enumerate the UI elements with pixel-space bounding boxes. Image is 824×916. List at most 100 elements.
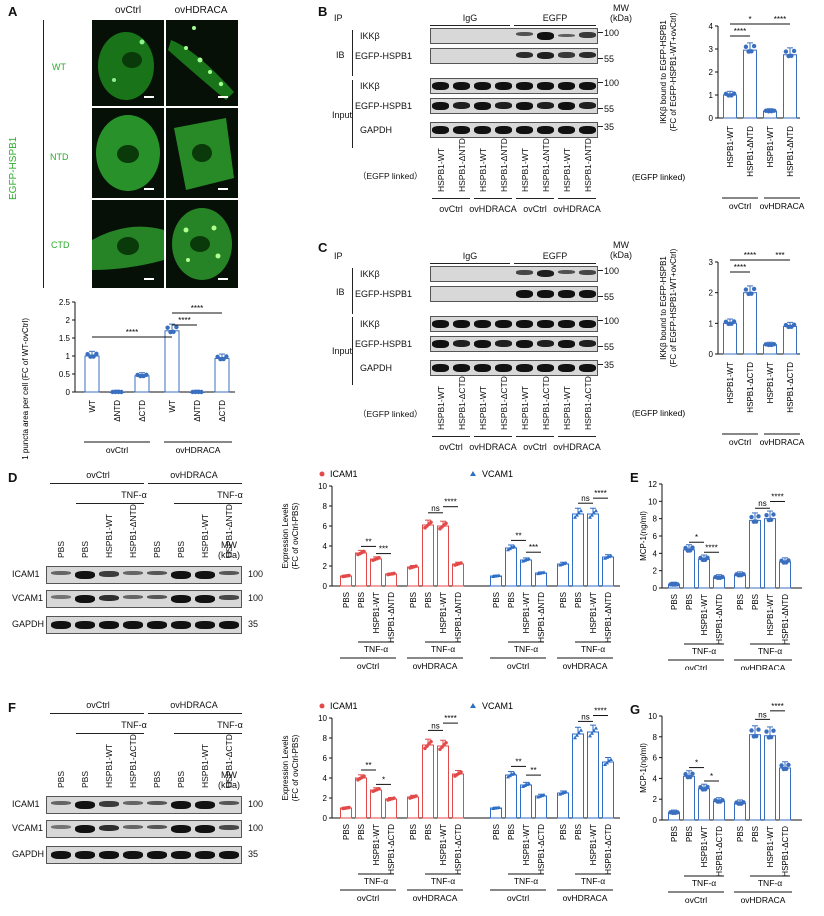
panel-b-mw: MW (kDa) <box>610 3 632 23</box>
blot-band <box>453 320 470 328</box>
bar <box>572 513 584 587</box>
panel-b-letter: B <box>318 4 328 19</box>
bar <box>164 330 180 393</box>
lane-label: HSPB1-ΔCTD <box>499 376 509 430</box>
blot-band <box>495 320 512 328</box>
group-label: ovHDRACA <box>170 470 218 480</box>
tnf-line <box>174 503 242 504</box>
data-point <box>579 728 583 732</box>
x-tick-label: PBS <box>342 592 351 608</box>
x-tick-label: ΔNTD <box>193 400 202 422</box>
x-tick-label: HSPB1-WT <box>589 592 598 633</box>
significance-label: **** <box>774 15 786 24</box>
data-point <box>510 772 514 776</box>
blot-strip <box>430 28 598 44</box>
panel-b-ip: IP <box>334 13 343 23</box>
blot-row-label: GAPDH <box>360 363 393 373</box>
blot-band <box>195 621 215 629</box>
data-point <box>590 513 594 517</box>
blot-band <box>147 571 167 575</box>
significance-label: ns <box>431 504 439 513</box>
y-tick-label: 0 <box>653 816 658 825</box>
lane-label: PBS <box>56 540 66 558</box>
significance-label: **** <box>771 492 783 501</box>
data-point <box>459 770 463 774</box>
blot-row-label: VCAM1 <box>12 823 44 833</box>
blot-band <box>195 825 215 833</box>
mw-marker: 100 <box>604 28 620 38</box>
blot-band <box>558 82 575 90</box>
y-tick-label: 10 <box>318 714 327 723</box>
blot-row-label: IKKβ <box>360 31 380 41</box>
x-tick-label: PBS <box>409 592 418 608</box>
bar <box>422 744 434 819</box>
x-tick-label: PBS <box>685 594 694 610</box>
data-point <box>741 572 746 577</box>
data-point <box>174 324 179 330</box>
y-tick-label: 0 <box>653 584 658 593</box>
y-label-line: (FC of EGFP-HSPB1-WT+ovCtrl) <box>669 12 678 131</box>
bar <box>557 792 569 819</box>
blot-band <box>171 595 191 603</box>
group-label: ovHDRACA <box>760 437 805 447</box>
blot-band <box>516 102 533 110</box>
blot-band <box>558 290 575 298</box>
blot-band <box>123 801 143 805</box>
bar <box>723 322 737 355</box>
group-label: ovCtrl <box>507 893 529 903</box>
lane-label: PBS <box>80 770 90 788</box>
blot-band <box>51 801 71 805</box>
significance-label: ** <box>515 757 521 766</box>
significance-label: ns <box>581 494 589 503</box>
y-label-line: (FC of ovCtrl-PBS) <box>291 502 300 569</box>
bar <box>84 355 100 393</box>
data-point <box>590 731 594 735</box>
blot-band <box>195 801 215 809</box>
mw-marker: 55 <box>604 104 615 114</box>
blot-band <box>516 290 533 298</box>
blot-strip <box>46 616 242 634</box>
bar <box>698 558 710 589</box>
y-tick-label: 2 <box>323 794 328 803</box>
bar <box>683 549 695 589</box>
blot-strip <box>430 266 598 282</box>
tnf-label: TNF-α <box>692 646 716 656</box>
significance-label: ns <box>431 721 439 730</box>
blot-band <box>147 825 167 829</box>
x-tick-label: PBS <box>751 594 760 610</box>
bar <box>602 761 614 819</box>
bar <box>764 735 776 821</box>
y-axis-label: IKKβ bound to EGFP-HSPB1(FC of EGFP-HSPB… <box>659 248 678 367</box>
bar <box>520 559 532 587</box>
bar <box>370 789 382 819</box>
x-tick-label: HSPB1-ΔCTD <box>786 362 795 413</box>
x-tick-label: HSPB1-ΔNTD <box>786 126 795 177</box>
blot-band <box>516 270 533 275</box>
panel-c-ip: IP <box>334 251 343 261</box>
data-point <box>756 727 761 732</box>
data-point <box>564 561 568 565</box>
data-point <box>94 351 99 357</box>
blot-strip <box>430 48 598 64</box>
data-point <box>577 510 581 515</box>
mw-tick <box>598 320 603 321</box>
mw-tick <box>598 58 603 59</box>
data-point <box>91 354 96 359</box>
data-point <box>756 514 761 519</box>
blot-band <box>516 320 533 328</box>
data-point <box>506 774 510 779</box>
blot-row-label: GAPDH <box>12 849 45 859</box>
bar <box>587 731 599 819</box>
panel-c-chart: 0 1 2 3 IKKβ bound to EGFP-HSPB1(FC of EGFP-… <box>632 248 805 447</box>
lane-label: HSPB1-ΔCTD <box>128 734 138 788</box>
blot-band <box>195 851 215 859</box>
data-point <box>609 553 613 558</box>
lane-label: HSPB1-WT <box>478 148 488 192</box>
blot-row-label: IKKβ <box>360 81 380 91</box>
group-line <box>432 436 470 437</box>
significance-label: **** <box>594 707 606 716</box>
panel-b-input: Input <box>332 110 353 120</box>
group-label: ovHDRACA <box>741 895 786 905</box>
y-tick-label: 4 <box>653 774 658 783</box>
